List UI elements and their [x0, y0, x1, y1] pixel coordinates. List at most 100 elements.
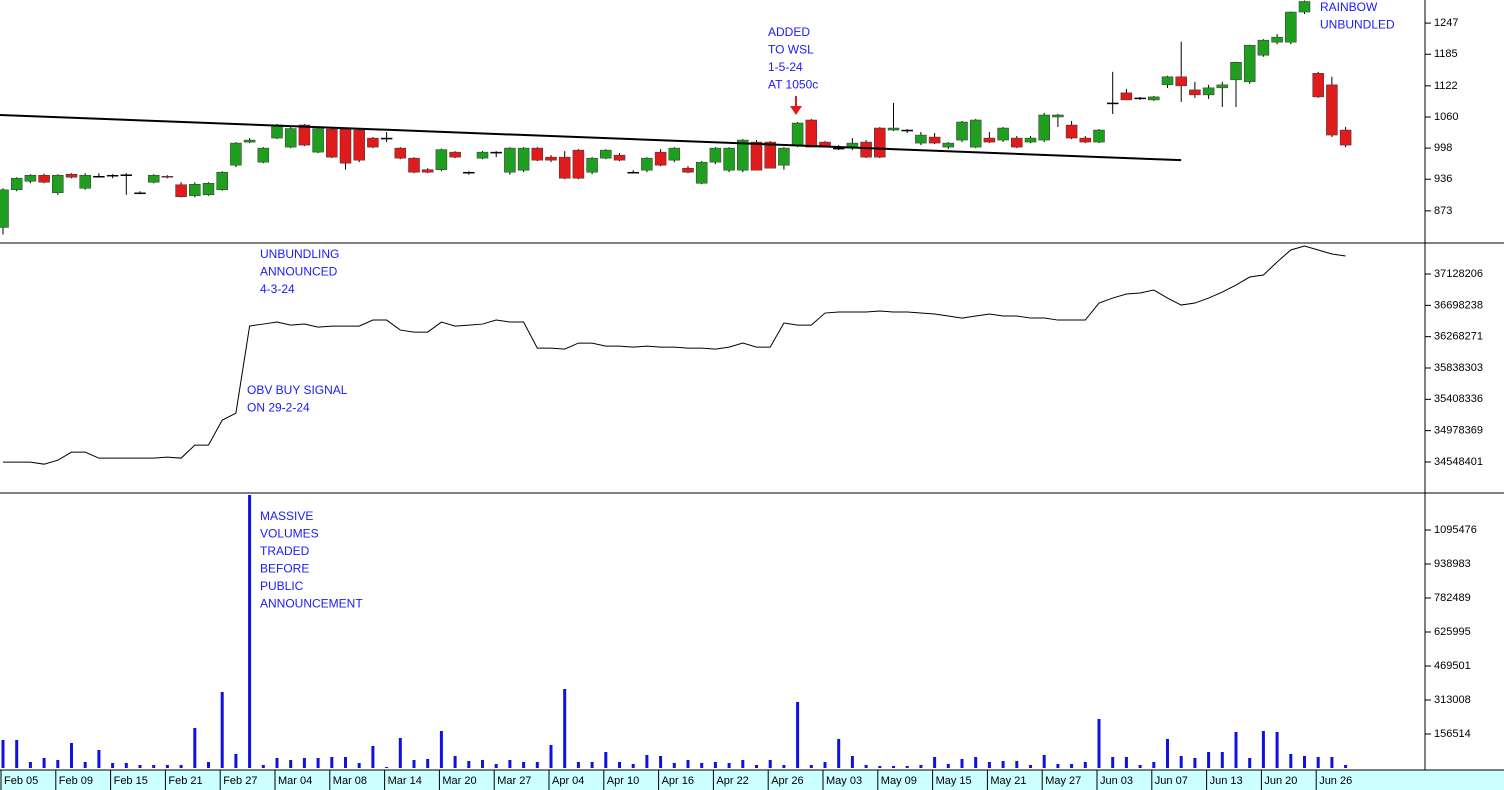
x-tick-label: May 03 — [826, 775, 862, 787]
candle-body — [517, 147, 530, 171]
volume-bar — [905, 766, 909, 768]
candle-body — [1052, 114, 1064, 118]
candle-body — [1161, 76, 1174, 86]
candle-body — [120, 174, 133, 176]
volume-bar — [426, 759, 430, 768]
obv-line — [3, 245, 1346, 465]
x-tick-label: May 09 — [881, 775, 917, 787]
annotation: BEFORE — [260, 562, 309, 576]
volume-bar — [1083, 762, 1087, 768]
volume-bar — [1042, 755, 1046, 768]
candle-body — [545, 156, 557, 161]
candle-body — [750, 141, 763, 171]
candle-body — [189, 184, 201, 197]
annotation: RAINBOW — [1320, 0, 1378, 14]
candle-body — [1202, 87, 1215, 96]
candle-body — [134, 192, 146, 195]
candle-body — [106, 174, 119, 177]
volume-bar — [686, 760, 690, 768]
volume-bar — [919, 765, 923, 768]
candle-body — [558, 156, 571, 179]
annotation: 4-3-24 — [260, 282, 295, 296]
volume-bar — [604, 752, 608, 768]
candle-body — [367, 137, 379, 148]
candle-body — [24, 174, 37, 182]
candle-body — [1120, 92, 1133, 101]
volume-bar — [330, 757, 334, 768]
x-tick-label: Apr 22 — [716, 775, 748, 787]
candle-body — [600, 149, 612, 159]
candle-body — [928, 136, 941, 144]
candle-body — [298, 124, 311, 146]
volume-bar — [809, 765, 813, 768]
x-tick-label: Jun 20 — [1264, 775, 1297, 787]
candle-body — [901, 129, 913, 132]
volume-bar — [1029, 765, 1032, 768]
volume-bar — [1220, 752, 1224, 768]
annotation: VOLUMES — [260, 527, 319, 541]
x-tick-label: May 27 — [1045, 775, 1081, 787]
volume-bar — [823, 762, 827, 768]
x-tick-label: Apr 10 — [607, 775, 639, 787]
volume-bar — [741, 760, 745, 768]
candle-body — [915, 134, 927, 144]
volume-bar — [207, 762, 210, 768]
candle-body — [832, 147, 845, 150]
volume-bar — [453, 756, 457, 768]
candle-body — [38, 174, 50, 183]
candle-body — [695, 161, 708, 184]
volume-bar — [385, 767, 389, 768]
x-tick-label: Mar 20 — [442, 775, 476, 787]
annotation: ANNOUNCED — [260, 265, 338, 279]
y-tick-label: 37128206 — [1434, 268, 1483, 280]
candle-body — [476, 151, 489, 159]
annotation: PUBLIC — [260, 579, 304, 593]
volume-bar — [28, 762, 32, 768]
candle-body — [271, 124, 283, 139]
x-tick-label: Apr 26 — [771, 775, 803, 787]
candle-body — [449, 151, 461, 158]
volume-bar — [522, 762, 526, 768]
x-tick-label: Feb 15 — [114, 775, 148, 787]
candle-body — [723, 147, 735, 171]
candle-body — [312, 128, 324, 153]
y-tick-label: 34548401 — [1434, 456, 1483, 468]
volume-bar — [782, 765, 786, 768]
volume-bar — [796, 701, 800, 768]
candle-body — [1243, 44, 1256, 83]
y-tick-label: 34978369 — [1434, 425, 1483, 437]
candle-body — [668, 147, 681, 161]
candle-body — [380, 137, 393, 140]
annotation-arrow — [790, 96, 802, 115]
candle-body — [627, 171, 639, 174]
candle-body — [435, 149, 448, 170]
volume-bar — [1234, 732, 1238, 768]
candle-body — [1216, 84, 1229, 89]
y-tick-label: 469501 — [1434, 660, 1471, 672]
candle-body — [969, 119, 982, 148]
candle-body — [641, 157, 653, 171]
candle-body — [216, 171, 228, 191]
x-tick-label: Mar 04 — [278, 775, 312, 787]
volume-bar — [165, 765, 169, 768]
y-tick-label: 998 — [1434, 142, 1452, 154]
volume-bar — [357, 763, 361, 768]
volume-bar — [768, 760, 772, 768]
volume-bar — [1316, 757, 1320, 768]
volume-bar — [1344, 765, 1348, 768]
annotation: UNBUNDLING — [260, 247, 339, 261]
volume-bar — [1207, 752, 1211, 768]
volume-bar — [700, 763, 704, 768]
volume-bar — [261, 765, 265, 768]
volume-bar — [618, 762, 621, 768]
candle-body — [147, 174, 160, 183]
candle-body — [463, 171, 475, 174]
annotation: 1-5-24 — [768, 60, 803, 74]
volume-bar — [248, 494, 252, 768]
y-tick-label: 1185 — [1434, 48, 1458, 60]
volume-bar — [220, 692, 224, 768]
y-tick-label: 1095476 — [1434, 524, 1477, 536]
candle-body — [887, 127, 900, 131]
volume-bar — [371, 745, 375, 768]
volume-bar — [1056, 764, 1060, 768]
